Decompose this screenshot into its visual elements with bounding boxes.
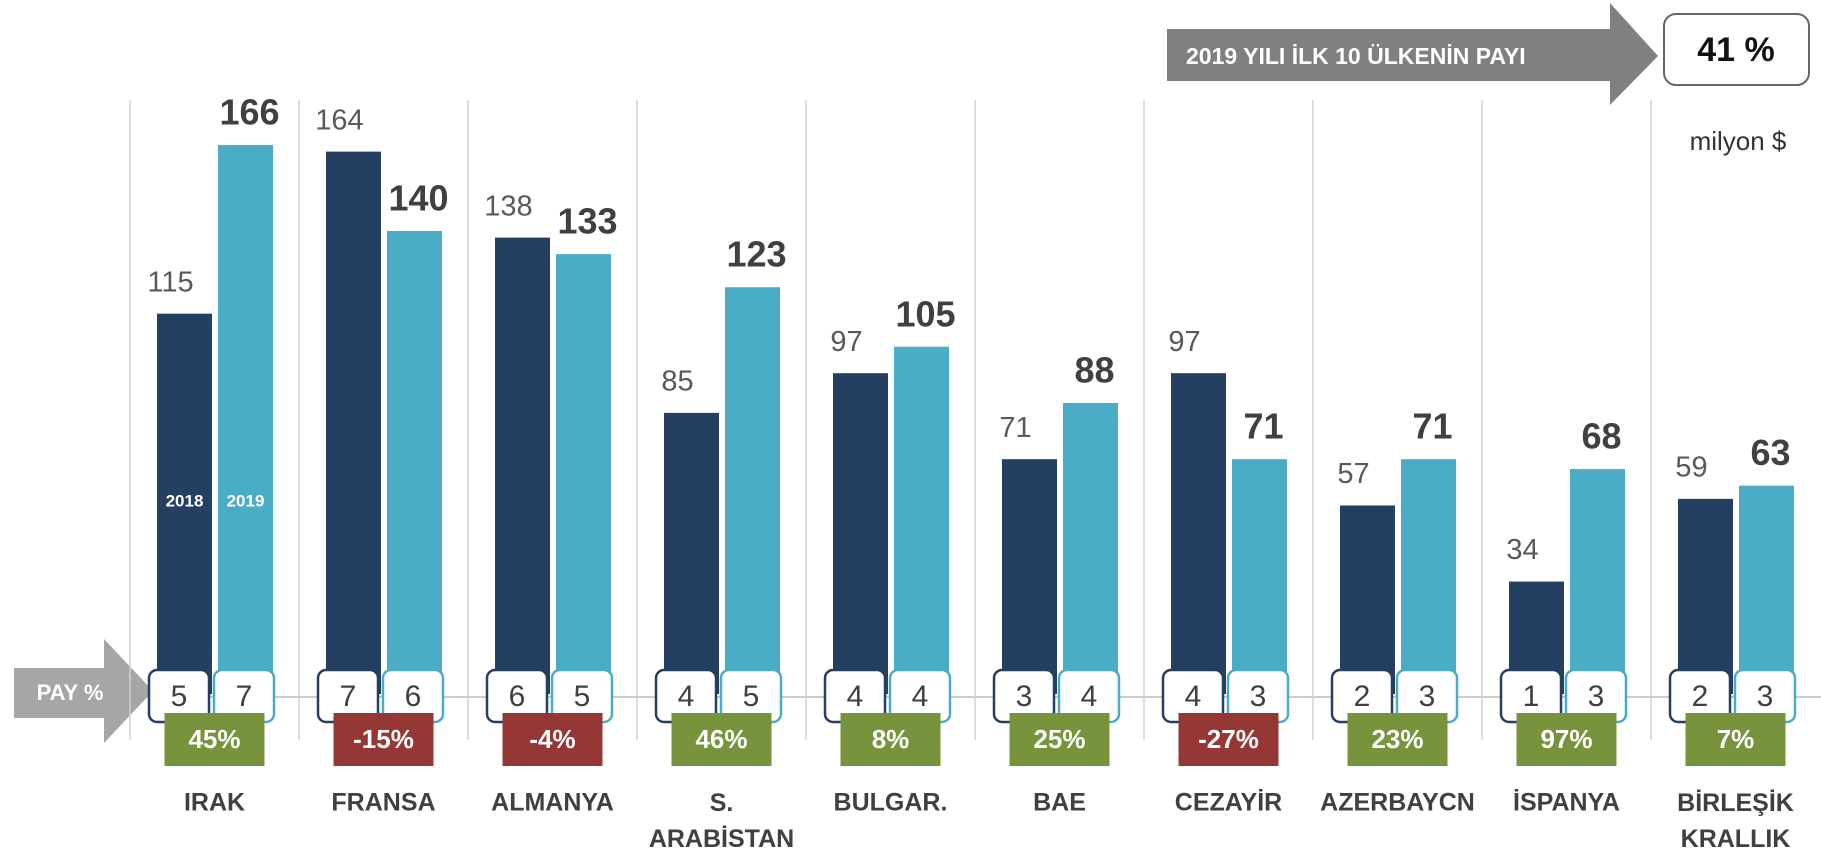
header-value: 41 % [1697, 31, 1775, 69]
legend-label: 2019 [227, 491, 265, 510]
value-label: 115 [147, 266, 193, 298]
share-value: 6 [405, 680, 422, 713]
bar [157, 313, 212, 694]
share-value: 5 [574, 680, 591, 713]
change-label: 45% [188, 724, 240, 754]
value-label: 138 [484, 190, 532, 222]
share-value: 1 [1523, 680, 1540, 713]
value-label: 105 [895, 293, 955, 334]
change-label: 46% [695, 724, 747, 754]
bar [894, 346, 949, 694]
value-label: 68 [1581, 416, 1621, 457]
bar [1063, 402, 1118, 694]
category-label: BULGAR. [834, 789, 948, 817]
value-label: 166 [219, 92, 279, 133]
bar [664, 412, 719, 694]
share-value: 3 [1016, 680, 1033, 713]
header-title: 2019 YILI İLK 10 ÜLKENİN PAYI [1186, 43, 1526, 69]
category-label: BAE [1033, 789, 1086, 817]
bar [725, 287, 780, 694]
change-label: -27% [1198, 724, 1259, 754]
category-label: ALMANYA [491, 789, 614, 817]
share-value: 5 [171, 680, 188, 713]
share-value: 4 [1185, 680, 1202, 713]
change-box [164, 713, 265, 766]
bar [495, 237, 550, 694]
share-label: PAY % [37, 680, 104, 705]
change-label: 97% [1540, 724, 1592, 754]
bar [1570, 469, 1625, 694]
category-label: BİRLEŞİK KRALLIK [1677, 789, 1794, 853]
change-label: -15% [353, 724, 414, 754]
bar [218, 145, 273, 694]
change-box [840, 713, 941, 766]
share-value: 7 [340, 680, 357, 713]
header-box [1663, 13, 1810, 86]
value-label: 71 [999, 412, 1031, 444]
value-label: 97 [830, 326, 862, 358]
change-label: 8% [872, 724, 910, 754]
category-label: İSPANYA [1513, 789, 1620, 817]
value-label: 133 [557, 201, 617, 242]
change-box [671, 713, 772, 766]
share-value: 4 [678, 680, 695, 713]
bar [1340, 505, 1395, 694]
share-value: 5 [743, 680, 760, 713]
share-arrow [14, 639, 153, 743]
category-label: CEZAYİR [1175, 789, 1282, 817]
bar [556, 254, 611, 694]
change-box [502, 713, 603, 766]
share-value: 2 [1354, 680, 1371, 713]
bar [1171, 373, 1226, 694]
change-box [1685, 713, 1786, 766]
share-value: 3 [1757, 680, 1774, 713]
share-value: 3 [1419, 680, 1436, 713]
change-box [1347, 713, 1448, 766]
change-label: 23% [1371, 724, 1423, 754]
share-value: 4 [912, 680, 929, 713]
share-value: 4 [1081, 680, 1098, 713]
change-box [1178, 713, 1279, 766]
share-value: 3 [1588, 680, 1605, 713]
bar [1002, 459, 1057, 694]
bar [833, 373, 888, 694]
share-value: 2 [1692, 680, 1709, 713]
value-label: 57 [1337, 458, 1369, 490]
change-label: -4% [529, 724, 575, 754]
value-label: 34 [1506, 534, 1538, 566]
bar [326, 151, 381, 695]
bar [1739, 485, 1794, 694]
value-label: 123 [726, 234, 786, 275]
bar [1678, 498, 1733, 694]
category-label: S. ARABİSTAN [649, 789, 794, 853]
change-box [333, 713, 434, 766]
category-label: IRAK [184, 789, 245, 817]
value-label: 59 [1675, 452, 1707, 484]
value-label: 88 [1074, 349, 1114, 390]
legend-label: 2018 [166, 491, 204, 510]
value-label: 140 [388, 178, 448, 219]
value-label: 164 [315, 104, 363, 136]
change-label: 7% [1717, 724, 1755, 754]
category-label: FRANSA [331, 789, 435, 817]
share-value: 6 [509, 680, 526, 713]
value-label: 71 [1243, 406, 1283, 447]
header-arrow [1167, 3, 1658, 105]
bar [1232, 459, 1287, 694]
bar [387, 230, 442, 694]
value-label: 85 [661, 366, 693, 398]
unit-label: milyon $ [1690, 126, 1787, 156]
share-value: 7 [236, 680, 253, 713]
value-label: 63 [1750, 432, 1790, 473]
share-value: 3 [1250, 680, 1267, 713]
value-label: 97 [1168, 326, 1200, 358]
bar [1401, 459, 1456, 694]
share-value: 4 [847, 680, 864, 713]
change-box [1516, 713, 1617, 766]
category-label: AZERBAYCN [1320, 789, 1475, 817]
change-label: 25% [1033, 724, 1085, 754]
value-label: 71 [1412, 406, 1452, 447]
change-box [1009, 713, 1110, 766]
